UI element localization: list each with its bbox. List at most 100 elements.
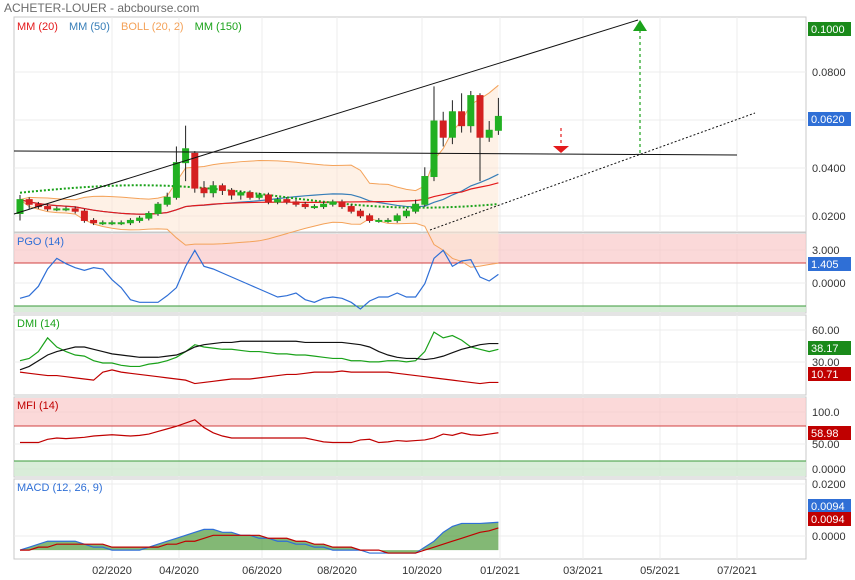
- candle-body: [338, 201, 346, 208]
- pgo-overbought-zone: [14, 234, 806, 263]
- candle-body: [44, 206, 52, 210]
- value-tag-label: 0.0094: [811, 514, 845, 526]
- trendline-horizontal: [13, 150, 738, 156]
- pgo-label: PGO (14): [17, 236, 65, 248]
- value-tag: [808, 22, 851, 36]
- candle-body: [209, 185, 217, 194]
- candle-body: [485, 129, 493, 138]
- y-tick-label: 30.00: [812, 357, 840, 369]
- candle-body: [448, 111, 456, 138]
- value-tag: [808, 426, 851, 440]
- mfi-overbought-zone: [14, 398, 806, 426]
- candle-body: [283, 199, 291, 203]
- candle-body: [356, 210, 364, 217]
- x-tick-label: 07/2021: [717, 565, 757, 577]
- candle-body: [71, 208, 79, 212]
- x-tick-label: 10/2020: [402, 565, 442, 577]
- y-tick-label: 0.0400: [812, 163, 846, 175]
- x-tick-label: 04/2020: [159, 565, 199, 577]
- candle-body: [80, 210, 88, 221]
- x-tick-label: 06/2020: [242, 565, 282, 577]
- macd-signal-line: [20, 527, 499, 554]
- value-tag-label: 0.0620: [811, 114, 845, 126]
- candle-body: [421, 176, 429, 205]
- dmi-minus-line: [19, 369, 499, 385]
- macd-line: [19, 521, 499, 554]
- y-tick-label: 0.0000: [812, 464, 846, 476]
- candle-body: [90, 219, 98, 224]
- y-tick-label: 50.00: [812, 439, 840, 451]
- candle-body: [439, 120, 447, 138]
- candle-body: [366, 215, 374, 221]
- candle-body: [310, 206, 318, 209]
- candle-body: [182, 148, 190, 164]
- candle-body: [228, 189, 236, 196]
- y-tick-label: 0.0000: [812, 531, 846, 543]
- dmi-legend: DMI (14): [17, 318, 68, 330]
- candle-body: [237, 192, 245, 196]
- bollinger-upper: [19, 84, 499, 201]
- mfi-oversold-zone: [14, 461, 806, 476]
- legend-mm150: MM (150): [194, 21, 242, 33]
- value-tag: [808, 367, 851, 381]
- candle-body: [191, 152, 199, 189]
- price-legend: MM (20) MM (50) BOLL (20, 2) MM (150): [17, 21, 250, 33]
- adx-line: [19, 340, 499, 371]
- candle-body: [126, 219, 134, 224]
- value-tag: [808, 499, 851, 513]
- candle-body: [154, 203, 162, 215]
- candle-body: [218, 185, 226, 191]
- value-tag-label: 0.0094: [811, 501, 845, 513]
- pgo-line: [19, 249, 499, 310]
- candle-body: [292, 201, 300, 205]
- value-tag-label: 58.98: [811, 428, 839, 440]
- chart-header: ACHETER-LOUER - abcbourse.com: [4, 1, 199, 15]
- candle-body: [375, 219, 383, 222]
- panel-frame: [13, 478, 807, 560]
- candle-body: [384, 219, 392, 222]
- candle-body: [25, 199, 33, 205]
- dmi-plus-line: [19, 331, 499, 368]
- candle-body: [329, 201, 337, 205]
- candle-body: [246, 192, 254, 198]
- candle-body: [62, 208, 70, 211]
- legend-mm50: MM (50): [69, 21, 110, 33]
- candle-body: [255, 194, 263, 198]
- candle-body: [136, 217, 144, 221]
- candle-body: [99, 222, 107, 225]
- candle-body: [200, 187, 208, 194]
- target-arrow-up: [633, 20, 647, 31]
- legend-boll: BOLL (20, 2): [121, 21, 184, 33]
- value-tag-label: 0.1000: [811, 24, 845, 36]
- panel-frame: [13, 314, 807, 396]
- candle-body: [494, 115, 502, 131]
- y-tick-label: 0.0800: [812, 67, 846, 79]
- panel-frame: [13, 396, 807, 478]
- candle-body: [412, 203, 420, 212]
- pgo-oversold-zone: [14, 306, 806, 312]
- stock-title: ACHETER-LOUER: [4, 1, 107, 15]
- value-tag: [808, 341, 851, 355]
- y-tick-label: 0.0000: [812, 278, 846, 290]
- candle-body: [145, 213, 153, 219]
- candle-body: [467, 95, 475, 127]
- candle-body: [172, 162, 180, 198]
- y-tick-label: 3.000: [812, 245, 840, 257]
- candle-body: [430, 120, 438, 178]
- x-tick-label: 01/2021: [480, 565, 520, 577]
- macd-label: MACD (12, 26, 9): [17, 482, 103, 494]
- value-tag: [808, 257, 851, 271]
- candle-body: [108, 222, 116, 225]
- candle-body: [458, 111, 466, 127]
- mfi-label: MFI (14): [17, 400, 59, 412]
- bollinger-lower: [19, 199, 499, 268]
- trendline-upper: [13, 19, 639, 215]
- x-tick-label: 02/2020: [92, 565, 132, 577]
- y-tick-label: 0.0200: [812, 211, 846, 223]
- x-tick-label: 08/2020: [317, 565, 357, 577]
- value-tag: [808, 512, 851, 526]
- x-tick-label: 05/2021: [640, 565, 680, 577]
- candle-body: [163, 196, 171, 205]
- value-tag-label: 10.71: [811, 369, 839, 381]
- ma20-line: [19, 182, 499, 215]
